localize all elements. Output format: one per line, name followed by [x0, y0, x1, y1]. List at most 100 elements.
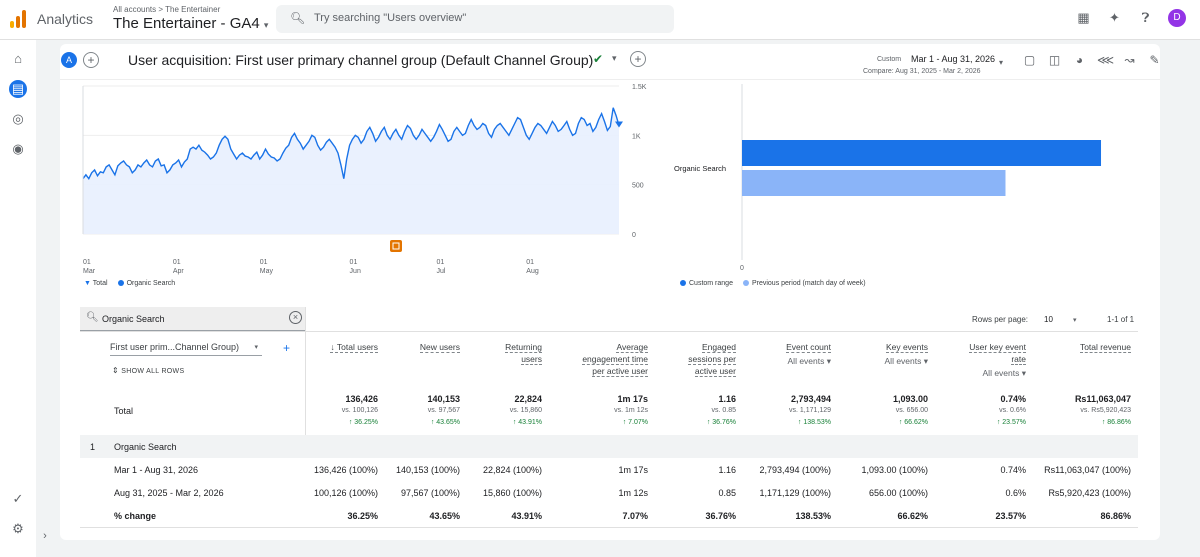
close-icon[interactable]: ×	[289, 311, 302, 324]
column-header-label: users	[521, 354, 542, 365]
help-icon[interactable]: ❓︎	[1141, 10, 1150, 25]
reports-icon[interactable]: ▤	[9, 80, 27, 98]
row-label[interactable]: Organic Search	[114, 442, 177, 452]
table-row[interactable]	[80, 481, 1138, 504]
table-cell: 43.65%	[429, 511, 460, 521]
comparison-chip[interactable]: A	[61, 52, 77, 68]
breadcrumb[interactable]: All accounts > The Entertainer	[113, 5, 221, 14]
table-cell: 66.62%	[897, 511, 928, 521]
column-header[interactable]: Average engagement time per active user	[548, 341, 648, 377]
chevron-down-icon[interactable]: ▾	[999, 58, 1004, 67]
report-header: A + User acquisition: First user primary…	[60, 44, 1160, 80]
bar-custom-range[interactable]	[742, 140, 1102, 166]
column-header[interactable]: Engaged sessions per active user	[650, 341, 736, 377]
rows-per-page-label: Rows per page:	[972, 315, 1029, 324]
totals-cell: 1.16 vs. 0.85 ↑ 36.76%	[650, 393, 736, 429]
line-chart[interactable]: 1.5K 1K 500 0 01 Mar 01 Apr 01 May 01 Jun 01 Jul 01 Aug	[80, 84, 660, 279]
add-comparison-button[interactable]: +	[83, 52, 99, 68]
y-tick-label: 1K	[632, 133, 641, 140]
bar-previous-period[interactable]	[742, 170, 1006, 196]
table-row[interactable]	[80, 504, 1138, 527]
add-dimension-button[interactable]: +	[283, 341, 291, 355]
date-compare[interactable]: Compare: Aug 31, 2025 - Mar 2, 2026	[863, 68, 981, 75]
compare-icon[interactable]: ◫	[1048, 53, 1061, 67]
show-all-rows-button[interactable]: ⇕ SHOW ALL ROWS	[112, 366, 185, 375]
check-circle-icon[interactable]: ✓	[12, 491, 24, 506]
event-filter-select[interactable]: All events ▾	[982, 368, 1026, 378]
search-bar[interactable]: 🔍︎ Try searching "Users overview"	[276, 5, 674, 33]
table-search[interactable]: 🔍︎ Organic Search ×	[80, 307, 306, 331]
legend-item-custom-range[interactable]: Custom range	[680, 280, 733, 287]
search-insights-icon[interactable]: ✦	[1109, 10, 1120, 25]
y-tick-label: 500	[632, 183, 644, 190]
table-search-input[interactable]: Organic Search	[102, 314, 165, 324]
chevron-down-icon: ▾	[254, 344, 258, 351]
totals-change: ↑ 23.57%	[996, 419, 1026, 426]
legend-item-total[interactable]: ▼ Total	[84, 280, 108, 287]
pin-icon[interactable]	[615, 121, 623, 128]
row-label: Mar 1 - Aug 31, 2026	[114, 465, 199, 475]
totals-change: ↑ 7.07%	[622, 419, 648, 426]
column-header[interactable]: ↓ Total users	[288, 341, 378, 353]
column-header[interactable]: User key event rate All events ▾	[931, 341, 1026, 379]
annotation-icon[interactable]: ▢	[1023, 53, 1036, 67]
chevron-down-icon[interactable]: ▾	[612, 53, 617, 63]
bar-chart-legend: Custom range Previous period (match day …	[680, 280, 866, 287]
column-header[interactable]: Key events All events ▾	[836, 341, 928, 367]
date-range[interactable]: Mar 1 - Aug 31, 2026	[911, 54, 996, 64]
y-tick-label: 1.5K	[632, 84, 647, 91]
rows-per-page-select[interactable]: 10	[1044, 315, 1053, 324]
event-filter-select[interactable]: All events ▾	[787, 356, 831, 366]
apps-grid-icon[interactable]: ▦	[1077, 10, 1090, 25]
trend-icon[interactable]: ↝	[1124, 53, 1135, 67]
series-area	[83, 107, 619, 234]
add-report-button[interactable]: +	[630, 51, 646, 67]
table-cell: 1.16	[718, 465, 736, 475]
edit-icon[interactable]: ✎	[1149, 53, 1160, 67]
column-header-label: New users	[419, 342, 460, 353]
series-line-organic-search[interactable]	[82, 107, 620, 181]
advertising-icon[interactable]: ◉	[12, 141, 24, 156]
dimension-select[interactable]: First user prim...Channel Group) ▾	[110, 342, 262, 356]
column-header[interactable]: Returning users	[462, 341, 542, 365]
table-row[interactable]	[80, 435, 1138, 458]
legend-item-organic[interactable]: Organic Search	[117, 280, 175, 287]
search-input[interactable]: Try searching "Users overview"	[314, 12, 467, 24]
settings-icon[interactable]: ⚙︎	[12, 521, 24, 536]
totals-cell: 140,153 vs. 97,567 ↑ 43.65%	[380, 393, 460, 429]
totals-change: ↑ 43.65%	[430, 419, 460, 426]
table-cell: 97,567 (100%)	[400, 488, 460, 498]
expand-nav-icon[interactable]: ›	[43, 530, 47, 542]
x-tick-day: 01	[526, 259, 534, 266]
analytics-logo-icon[interactable]	[10, 10, 28, 28]
x-tick-month: Jul	[436, 268, 445, 275]
totals-change: ↑ 66.62%	[898, 419, 928, 426]
bar-chart[interactable]: Organic Search 0	[674, 84, 1144, 279]
totals-change: ↑ 86.86%	[1101, 419, 1131, 426]
column-header[interactable]: Total revenue	[1031, 341, 1131, 353]
table-row[interactable]	[80, 458, 1138, 481]
event-filter-select[interactable]: All events ▾	[884, 356, 928, 366]
chevron-down-icon[interactable]: ▾	[1073, 317, 1077, 324]
column-header[interactable]: New users	[380, 341, 460, 353]
top-bar: Analytics All accounts > The Entertainer…	[0, 0, 1200, 40]
line-chart-legend: ▼ Total Organic Search	[84, 280, 175, 287]
property-name: The Entertainer - GA4	[113, 15, 260, 32]
totals-compare: vs. 15,860	[509, 407, 542, 414]
home-icon[interactable]: ⌂	[14, 51, 22, 66]
annotation-icon-inner	[392, 242, 400, 250]
share-icon[interactable]: ⋘	[1097, 53, 1115, 67]
column-header[interactable]: Event count All events ▾	[739, 341, 831, 367]
x-tick-month: May	[260, 268, 274, 275]
legend-item-previous-period[interactable]: Previous period (match day of week)	[742, 280, 866, 287]
totals-compare: vs. Rs5,920,423	[1080, 407, 1131, 414]
property-selector[interactable]: The Entertainer - GA4 ▾	[113, 15, 268, 32]
x-tick-day: 01	[260, 259, 268, 266]
date-custom-label[interactable]: Custom	[877, 56, 902, 63]
avatar[interactable]: D	[1168, 9, 1186, 27]
explore-icon[interactable]: ◎	[12, 111, 24, 126]
table-cell: Rs5,920,423 (100%)	[1048, 488, 1131, 498]
annotation-icon[interactable]	[390, 240, 402, 252]
insights-icon[interactable]: ◕	[1075, 53, 1084, 67]
search-icon: 🔍︎	[86, 312, 99, 323]
